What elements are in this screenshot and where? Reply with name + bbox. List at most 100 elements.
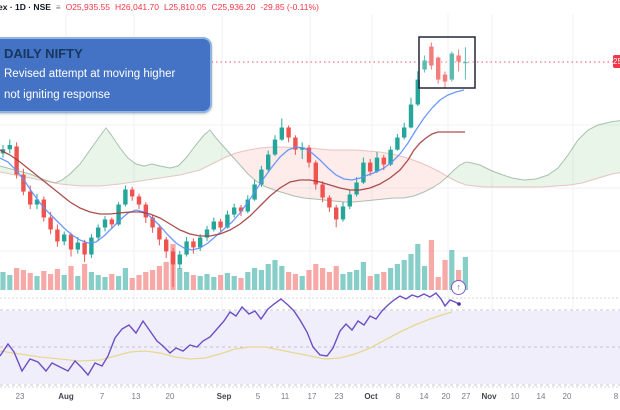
candle-body — [449, 53, 454, 80]
candle-body — [463, 62, 468, 64]
annotation-line3: not igniting response — [4, 89, 111, 101]
axis-label-5: 5 — [255, 392, 261, 401]
volume-bar — [116, 276, 122, 290]
volume-bar — [292, 274, 298, 290]
candle-body — [279, 127, 284, 140]
candle-body — [157, 227, 162, 240]
candle-body — [34, 199, 40, 205]
volume-bar — [82, 264, 88, 290]
volume-bar — [394, 264, 400, 290]
annotation-callout[interactable]: DAILY NIFTY Revised attempt at moving hi… — [0, 37, 212, 113]
candle-body — [238, 207, 244, 212]
candle-body — [313, 162, 318, 185]
candle-body — [402, 127, 407, 138]
volume-bar — [238, 278, 244, 290]
axis-label-nov: Nov — [481, 392, 497, 401]
candle-body — [136, 196, 142, 205]
candle-body — [14, 146, 19, 175]
candle-body — [361, 162, 366, 183]
candle-body — [354, 182, 359, 195]
volume-bar — [462, 257, 468, 290]
volume-bar — [245, 272, 251, 290]
volume-bar — [279, 266, 285, 290]
senkou-a-line — [0, 120, 620, 203]
ohlc-high: H26,041.70 — [115, 2, 159, 12]
volume-bar — [265, 264, 271, 290]
volume-bar — [408, 254, 414, 290]
ichimoku-cloud-red — [232, 147, 448, 202]
ohlc-open: O25,935.55 — [65, 2, 111, 12]
volume-bar — [211, 277, 217, 290]
axis-label-8: 8 — [613, 392, 619, 401]
volume-bar — [109, 274, 115, 290]
candle-body — [395, 137, 400, 150]
symbol-header: ex · 1D · NSE ≡ O25,935.55 H26,041.70 L2… — [0, 2, 319, 12]
candle-body — [381, 157, 386, 165]
marker-badge[interactable]: ↑ — [451, 280, 466, 295]
senkou-b-line — [0, 146, 620, 188]
volume-bar — [360, 262, 366, 290]
volume-bar — [218, 275, 224, 290]
candle-body — [245, 199, 250, 212]
ohlc-change: -29.85 (-0.11%) — [260, 2, 319, 12]
axis-label-23: 23 — [334, 392, 344, 401]
volume-bar — [95, 275, 101, 290]
kijun-line — [0, 131, 465, 237]
axis-label-20: 20 — [562, 392, 572, 401]
candle-body — [177, 254, 182, 265]
volume-bar — [415, 244, 421, 290]
volume-bar — [374, 274, 380, 290]
candle-body — [170, 251, 176, 265]
candle-body — [102, 219, 108, 228]
candle-body — [116, 204, 121, 225]
volume-bar — [401, 260, 407, 290]
candle-body — [456, 55, 461, 62]
candle-body — [334, 207, 339, 220]
axis-label-aug: Aug — [58, 392, 74, 401]
candle-body — [123, 189, 128, 205]
symbol-name[interactable]: ex · 1D · NSE — [0, 2, 51, 12]
volume-bar — [68, 266, 74, 290]
volume-bar — [272, 260, 278, 290]
volume-bar — [388, 268, 394, 290]
volume-bar — [48, 274, 54, 290]
volume-bar — [61, 275, 67, 290]
volume-bar — [0, 272, 6, 290]
axis-label-14: 14 — [419, 392, 429, 401]
highlight-box-drawing[interactable] — [418, 36, 476, 89]
candle-body — [415, 79, 420, 105]
candle-body — [232, 207, 237, 215]
volume-bar — [347, 272, 353, 290]
axis-label-20: 20 — [441, 392, 451, 401]
candle-body — [422, 60, 427, 70]
volume-bar — [381, 272, 387, 290]
volume-bar — [286, 272, 292, 290]
oscillator-band — [0, 311, 620, 384]
volume-bar — [41, 271, 47, 290]
axis-label-17: 17 — [307, 392, 317, 401]
candle-body — [7, 145, 12, 150]
oscillator-main-line — [0, 292, 460, 377]
candle-body — [96, 227, 101, 238]
volume-bar — [435, 277, 441, 290]
candle-body — [286, 127, 291, 138]
chart-menu-icon[interactable]: ≡ — [55, 2, 61, 12]
axis-label-sep: Sep — [216, 392, 232, 401]
candle-body — [429, 46, 434, 66]
candle-body — [109, 219, 114, 225]
volume-bar — [428, 240, 434, 290]
volume-bar — [252, 268, 258, 290]
volume-bar — [75, 276, 81, 290]
volume-bar — [422, 266, 428, 290]
volume-bar — [102, 277, 108, 290]
volume-bar — [313, 264, 319, 290]
volume-bar — [190, 275, 196, 290]
volume-bar — [20, 270, 26, 290]
volume-bar — [27, 273, 33, 290]
ohlc-low: L25,810.05 — [163, 2, 207, 12]
time-axis[interactable]: 23 Aug 7 13 20 Sep 5 11 17 23 Oct 8 14 20 27 Nov 10 14 20 8 — [0, 388, 620, 410]
axis-label-14: 14 — [536, 392, 546, 401]
candle-body — [374, 157, 380, 172]
